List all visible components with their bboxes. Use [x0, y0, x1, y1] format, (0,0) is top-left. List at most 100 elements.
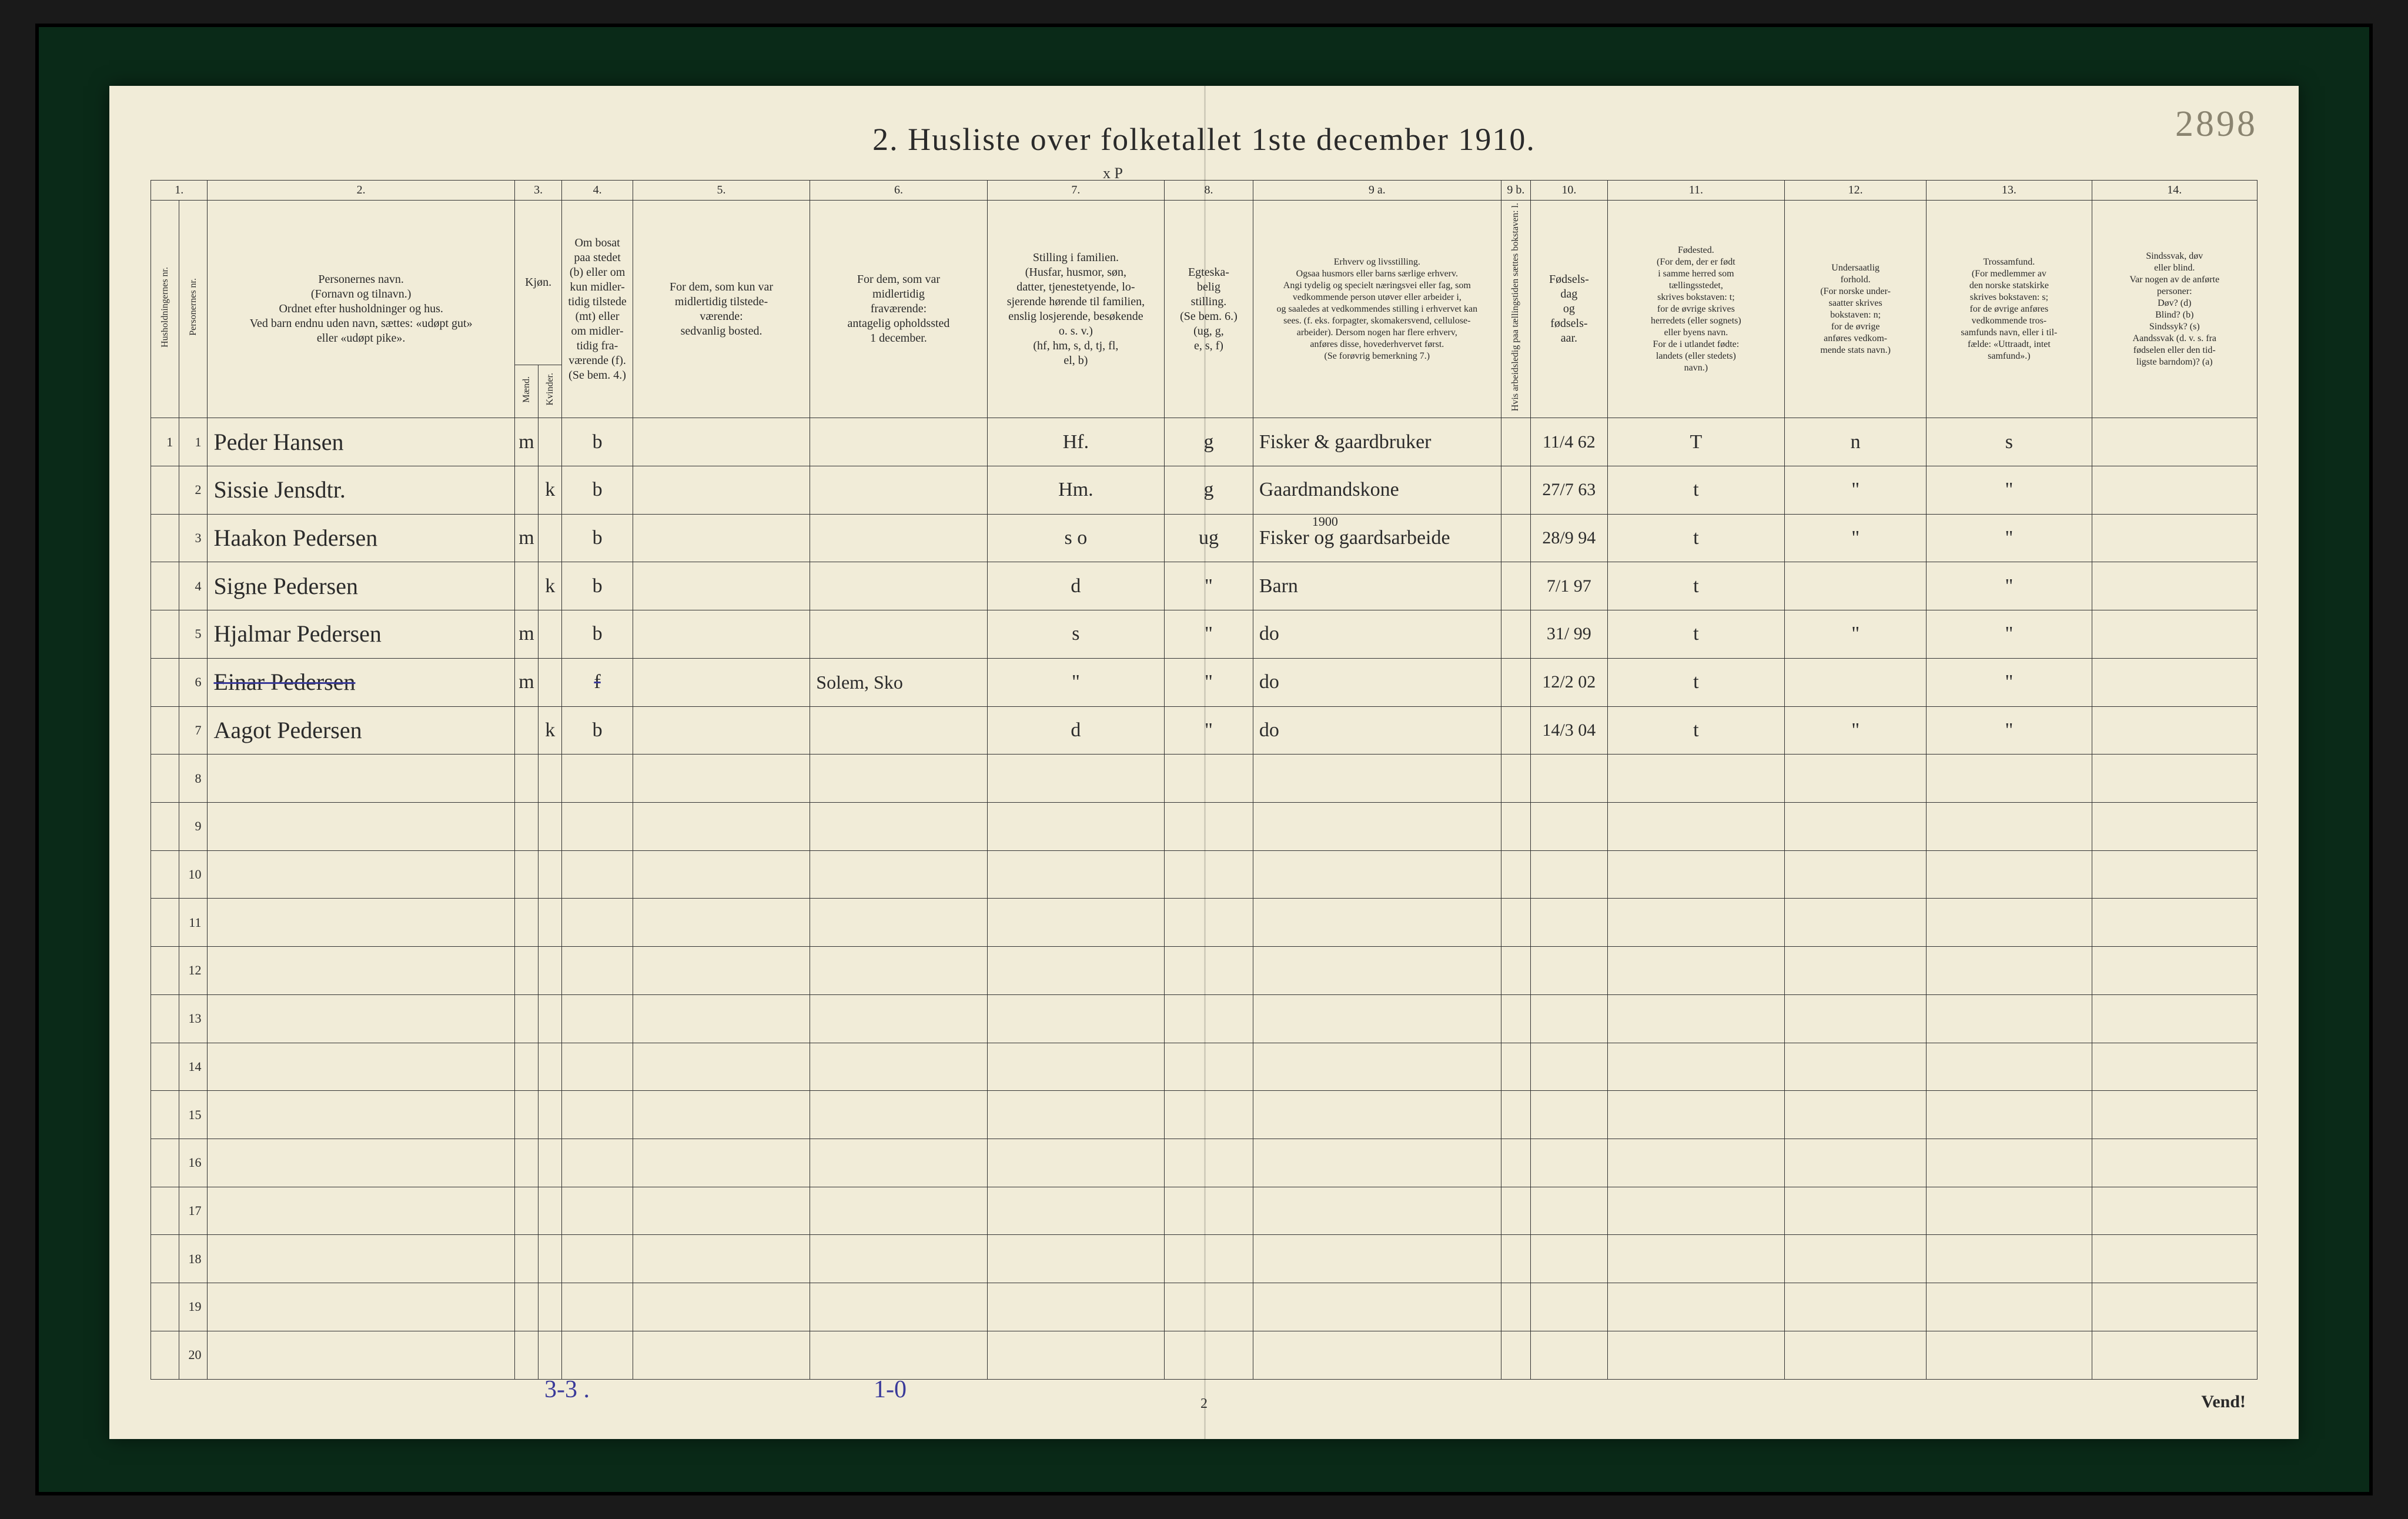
empty-cell — [1531, 1043, 1608, 1091]
cell-person-nr: 10 — [179, 850, 208, 899]
empty-cell — [562, 1187, 633, 1235]
head-religion: Trossamfund. (For medlemmer av den norsk… — [1927, 201, 2092, 418]
cell-sex-k — [539, 514, 562, 562]
empty-cell — [562, 1331, 633, 1379]
colnum-11: 11. — [1607, 181, 1784, 201]
empty-cell — [1165, 1091, 1253, 1139]
empty-cell — [987, 1043, 1164, 1091]
cell-residence: f — [562, 658, 633, 706]
empty-cell — [633, 755, 810, 803]
cell-family-pos: " — [987, 658, 1164, 706]
cell-person-nr: 20 — [179, 1331, 208, 1379]
cell-person-nr: 9 — [179, 802, 208, 850]
head-disability: Sindssvak, døv eller blind. Var nogen av… — [2092, 201, 2257, 418]
colnum-1: 1. — [151, 181, 208, 201]
empty-cell — [1607, 755, 1784, 803]
empty-cell — [633, 1139, 810, 1187]
empty-cell — [1785, 850, 1927, 899]
cell-person-nr: 14 — [179, 1043, 208, 1091]
cell-sex-m — [514, 466, 538, 514]
cell-household — [151, 899, 179, 947]
empty-cell — [633, 899, 810, 947]
empty-cell — [810, 802, 987, 850]
cell-religion: " — [1927, 562, 2092, 610]
empty-cell — [633, 1187, 810, 1235]
empty-cell — [539, 1139, 562, 1187]
empty-cell — [1927, 1139, 2092, 1187]
empty-cell — [514, 947, 538, 995]
colnum-10: 10. — [1531, 181, 1608, 201]
colnum-2: 2. — [208, 181, 514, 201]
cell-household — [151, 1283, 179, 1331]
cell-family-pos: s o — [987, 514, 1164, 562]
colnum-8: 8. — [1165, 181, 1253, 201]
empty-cell — [539, 850, 562, 899]
empty-cell — [1165, 802, 1253, 850]
colnum-9b: 9 b. — [1501, 181, 1530, 201]
cell-disability — [2092, 562, 2257, 610]
empty-cell — [1253, 1091, 1501, 1139]
empty-cell — [208, 1235, 514, 1283]
head-occupation: Erhverv og livsstilling. Ogsaa husmors e… — [1253, 201, 1501, 418]
empty-cell — [633, 1283, 810, 1331]
cell-household — [151, 1091, 179, 1139]
cell-nationality — [1785, 562, 1927, 610]
cell-unemployed — [1501, 418, 1530, 466]
empty-cell — [514, 850, 538, 899]
cell-unemployed — [1501, 658, 1530, 706]
empty-cell — [514, 1043, 538, 1091]
cell-birthdate: 27/7 63 — [1531, 466, 1608, 514]
cell-name: Einar Pedersen — [208, 658, 514, 706]
empty-cell — [1253, 802, 1501, 850]
empty-cell — [810, 1043, 987, 1091]
colnum-6: 6. — [810, 181, 987, 201]
empty-cell — [1785, 1043, 1927, 1091]
cell-birthplace: t — [1607, 514, 1784, 562]
cell-name: Hjalmar Pedersen — [208, 610, 514, 659]
empty-cell — [2092, 994, 2257, 1043]
head-female: Kvinder. — [539, 365, 562, 418]
cell-nationality: " — [1785, 514, 1927, 562]
empty-cell — [633, 947, 810, 995]
empty-cell — [633, 1043, 810, 1091]
empty-cell — [2092, 899, 2257, 947]
empty-cell — [514, 1187, 538, 1235]
annotation-xp: x P — [1103, 165, 1123, 182]
head-birthplace: Fødested. (For dem, der er født i samme … — [1607, 201, 1784, 418]
head-household-nr: Husholdningernes nr. — [151, 201, 179, 418]
empty-cell — [1531, 1139, 1608, 1187]
cell-family-pos: d — [987, 706, 1164, 755]
empty-cell — [539, 947, 562, 995]
empty-cell — [1253, 1043, 1501, 1091]
empty-cell — [1253, 1139, 1501, 1187]
cell-birthdate: 14/3 04 — [1531, 706, 1608, 755]
cell-household — [151, 706, 179, 755]
cell-sex-m: m — [514, 610, 538, 659]
empty-cell — [1927, 1235, 2092, 1283]
empty-cell — [1531, 1331, 1608, 1379]
empty-cell — [987, 1235, 1164, 1283]
cell-sex-k — [539, 610, 562, 659]
cell-household — [151, 1331, 179, 1379]
empty-cell — [562, 755, 633, 803]
empty-cell — [1501, 899, 1530, 947]
empty-cell — [987, 994, 1164, 1043]
empty-cell — [514, 802, 538, 850]
cell-disability — [2092, 418, 2257, 466]
empty-cell — [1531, 755, 1608, 803]
cell-family-pos: Hm. — [987, 466, 1164, 514]
cell-disability — [2092, 610, 2257, 659]
cell-residence: b — [562, 514, 633, 562]
empty-cell — [810, 1235, 987, 1283]
vend-label: Vend! — [2201, 1392, 2246, 1412]
cell-disability — [2092, 706, 2257, 755]
empty-cell — [1607, 1235, 1784, 1283]
cell-marital: g — [1165, 466, 1253, 514]
cell-nationality — [1785, 658, 1927, 706]
empty-cell — [2092, 1331, 2257, 1379]
head-marital: Egteska- belig stilling. (Se bem. 6.) (u… — [1165, 201, 1253, 418]
cell-sex-m: m — [514, 658, 538, 706]
cell-birthdate: 11/4 62 — [1531, 418, 1608, 466]
cell-person-nr: 3 — [179, 514, 208, 562]
empty-cell — [562, 1139, 633, 1187]
